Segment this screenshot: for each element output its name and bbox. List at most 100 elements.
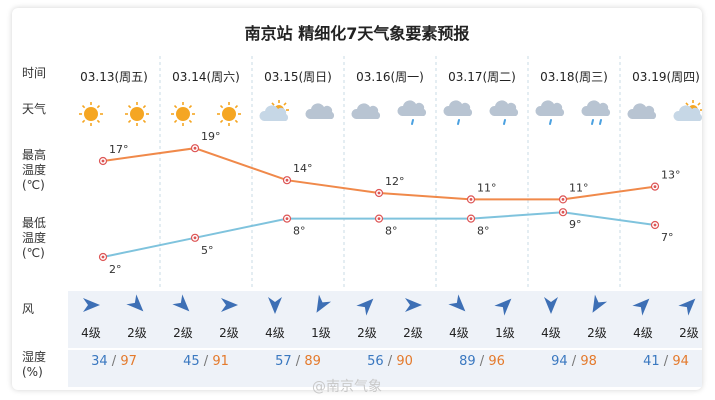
wind-level: 2级 [219, 326, 239, 340]
humidity-min: 89 [459, 354, 476, 369]
row-label-weather: 天气 [22, 102, 47, 116]
humidity-band [68, 350, 702, 387]
day-date: 03.15(周日) [264, 70, 332, 84]
humidity-max: 90 [396, 354, 413, 369]
cloudy-icon [305, 103, 335, 119]
row-label-wind: 风 [22, 302, 35, 316]
wind-direction-icon [632, 298, 650, 316]
wind-direction-icon [544, 297, 558, 314]
humidity-max: 89 [304, 354, 321, 369]
humidity-min: 41 [643, 354, 660, 369]
day-date: 03.14(周六) [172, 70, 240, 84]
humidity-value: 45 / 91 [160, 354, 252, 369]
row-label-time: 时间 [22, 66, 47, 80]
wind-level: 1级 [311, 326, 331, 340]
sun-icon [125, 102, 149, 126]
wind-direction-icon [678, 298, 696, 316]
humidity-max: 94 [672, 354, 689, 369]
humidity-min: 56 [367, 354, 384, 369]
wind-level: 2级 [403, 326, 423, 340]
row-label-humidity: 湿度 (%) [22, 350, 47, 379]
wind-direction-icon [221, 298, 238, 312]
low-temp-label: 8° [293, 225, 306, 238]
humidity-max: 97 [120, 354, 137, 369]
humidity-value: 57 / 89 [252, 354, 344, 369]
moderate-rain-icon [581, 100, 611, 125]
humidity-value: 34 / 97 [68, 354, 160, 369]
wind-direction-icon [268, 297, 282, 314]
humidity-min: 45 [183, 354, 200, 369]
high-temp-label: 14° [293, 162, 313, 175]
sun-icon [79, 102, 103, 126]
humidity-separator: / [475, 354, 489, 369]
humidity-max: 96 [488, 354, 505, 369]
wind-direction-icon [592, 294, 608, 313]
light-rain-icon [443, 100, 473, 125]
wind-direction-icon [405, 298, 422, 312]
chart-title: 南京站 精细化7天气象要素预报 [244, 24, 470, 43]
day-date: 03.19(周四) [632, 70, 700, 84]
partly-cloudy-icon [673, 100, 702, 121]
wind-direction-icon [172, 294, 190, 312]
wind-level: 2级 [357, 326, 377, 340]
wind-level: 2级 [127, 326, 147, 340]
wind-level: 4级 [449, 326, 469, 340]
humidity-value: 56 / 90 [344, 354, 436, 369]
low-temp-label: 8° [477, 225, 490, 238]
humidity-max: 98 [580, 354, 597, 369]
sun-icon [171, 102, 195, 126]
forecast-card: 南京站 精细化7天气象要素预报 时间 天气 最高 温度 (℃) 最低 温度 (℃… [12, 8, 702, 395]
row-label-low: 最低 温度 (℃) [22, 216, 47, 260]
wind-direction-icon [356, 298, 374, 316]
wind-direction-icon [494, 298, 512, 316]
wind-level: 2级 [587, 326, 607, 340]
day-date: 03.18(周三) [540, 70, 608, 84]
day-date: 03.16(周一) [356, 70, 424, 84]
day-date: 03.17(周二) [448, 70, 516, 84]
wind-direction-icon [83, 298, 100, 312]
wind-level: 4级 [81, 326, 101, 340]
low-temp-label: 2° [109, 263, 122, 276]
humidity-max: 91 [212, 354, 229, 369]
partly-cloudy-icon [259, 100, 289, 121]
wind-level: 4级 [633, 326, 653, 340]
wind-level: 1级 [495, 326, 515, 340]
wind-level: 2级 [679, 326, 699, 340]
humidity-separator: / [659, 354, 673, 369]
wind-level: 2级 [173, 326, 193, 340]
light-rain-icon [535, 100, 565, 125]
humidity-separator: / [567, 354, 581, 369]
high-temp-label: 11° [569, 181, 589, 194]
humidity-separator: / [107, 354, 121, 369]
high-temp-label: 13° [661, 169, 681, 182]
low-temp-label: 9° [569, 218, 582, 231]
humidity-separator: / [383, 354, 397, 369]
wind-direction-icon [316, 294, 332, 313]
humidity-separator: / [291, 354, 305, 369]
low-temp-label: 8° [385, 225, 398, 238]
humidity-min: 57 [275, 354, 292, 369]
cloudy-icon [627, 103, 657, 119]
watermark: @南京气象 [312, 379, 382, 395]
high-temp-label: 19° [201, 130, 221, 143]
low-temp-label: 7° [661, 231, 674, 244]
wind-direction-icon [126, 294, 144, 312]
low-temp-label: 5° [201, 244, 214, 257]
humidity-value: 89 / 96 [436, 354, 528, 369]
cloudy-icon [351, 103, 381, 119]
day-date: 03.13(周五) [80, 70, 148, 84]
light-rain-icon [397, 100, 427, 125]
light-rain-icon [489, 100, 519, 125]
forecast-chart-svg: 17° 19° 14° 12° 11° 11° 13° 2° 5° 8° 8° 8° 9° 7° [79, 56, 702, 316]
high-temp-label: 17° [109, 143, 129, 156]
humidity-separator: / [199, 354, 213, 369]
wind-level: 4级 [265, 326, 285, 340]
humidity-min: 34 [91, 354, 108, 369]
humidity-value: 41 / 94 [620, 354, 712, 369]
row-label-high: 最高 温度 (℃) [22, 148, 47, 192]
sun-icon [217, 102, 241, 126]
high-temp-label: 12° [385, 175, 405, 188]
wind-level: 4级 [541, 326, 561, 340]
wind-direction-icon [448, 294, 466, 312]
humidity-min: 94 [551, 354, 568, 369]
